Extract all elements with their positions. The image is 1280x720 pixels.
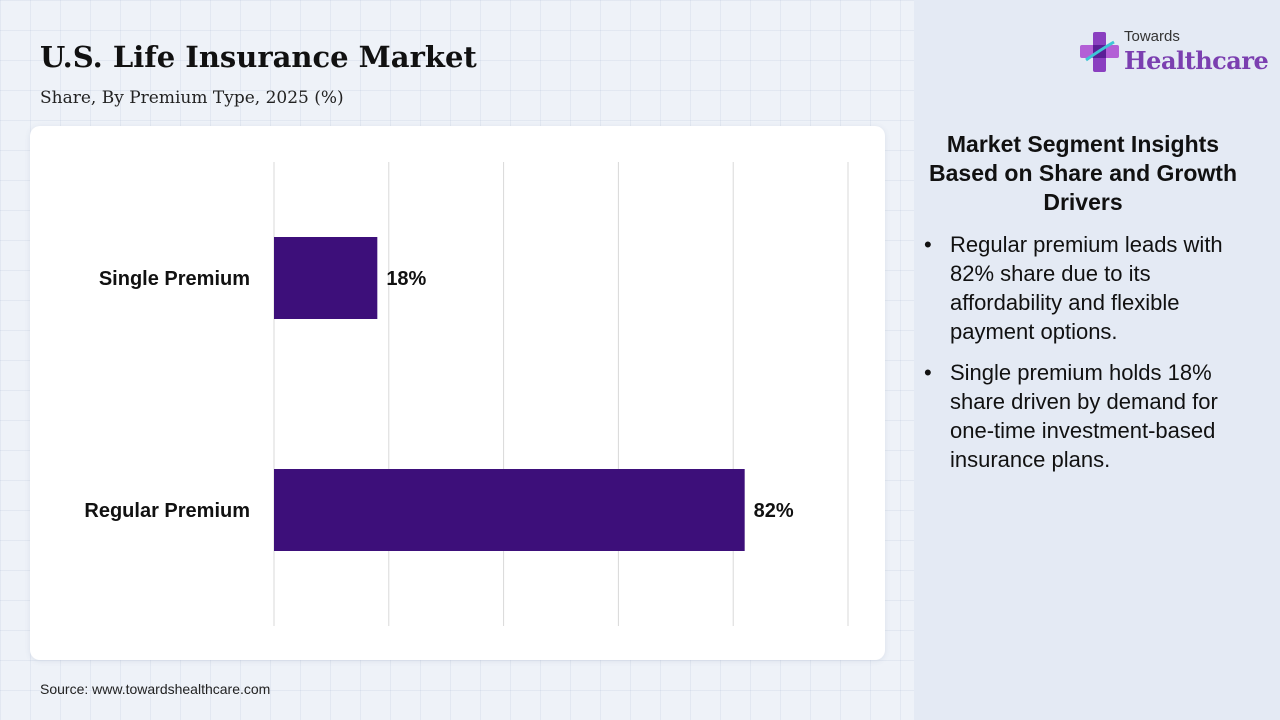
insight-text: Regular premium leads with 82% share due… — [950, 232, 1223, 344]
category-label: Single Premium — [99, 268, 250, 290]
bar-chart: Single Premium 18% Regular Premium 82% — [84, 162, 849, 626]
bullet-icon: • — [924, 360, 932, 385]
category-label: Regular Premium — [84, 500, 250, 522]
towards-healthcare-logo[interactable]: Towards Healthcare — [1080, 28, 1269, 78]
bar-single-premium[interactable] — [274, 237, 378, 319]
insight-item: • Single premium holds 18% share driven … — [924, 358, 1254, 474]
insights-panel — [914, 0, 1280, 720]
chart-card: Single Premium 18% Regular Premium 82% — [30, 126, 885, 660]
insight-item: • Regular premium leads with 82% share d… — [924, 230, 1254, 346]
logo-main-text: Healthcare — [1124, 46, 1269, 75]
data-label: 82% — [754, 500, 794, 522]
chart-subtitle: Share, By Premium Type, 2025 (%) — [40, 88, 344, 108]
medical-cross-icon — [1080, 32, 1119, 72]
bullet-icon: • — [924, 232, 932, 257]
source-text: Source: www.towardshealthcare.com — [40, 681, 271, 697]
insights-list: • Regular premium leads with 82% share d… — [924, 230, 1254, 486]
logo-top-text: Towards — [1124, 28, 1180, 45]
bar-regular-premium[interactable] — [274, 469, 745, 551]
chart-title: U.S. Life Insurance Market — [40, 40, 477, 74]
insights-heading: Market Segment Insights Based on Share a… — [929, 131, 1237, 215]
data-label: 18% — [386, 268, 426, 290]
insight-text: Single premium holds 18% share driven by… — [950, 360, 1218, 472]
